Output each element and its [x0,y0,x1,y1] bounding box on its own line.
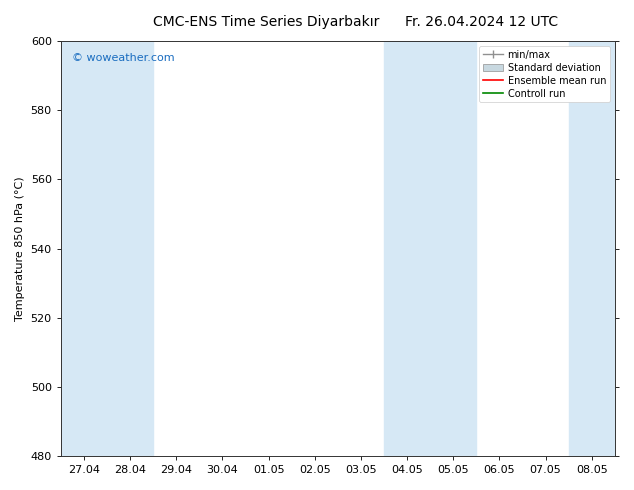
Text: Fr. 26.04.2024 12 UTC: Fr. 26.04.2024 12 UTC [405,15,559,29]
Y-axis label: Temperature 850 hPa (°C): Temperature 850 hPa (°C) [15,176,25,321]
Bar [107,41,153,456]
Text: © woweather.com: © woweather.com [72,53,174,64]
Legend: min/max, Standard deviation, Ensemble mean run, Controll run: min/max, Standard deviation, Ensemble me… [479,46,610,102]
Text: CMC-ENS Time Series Diyarbakır: CMC-ENS Time Series Diyarbakır [153,15,380,29]
Bar [569,41,615,456]
Bar [61,41,107,456]
Bar [384,41,430,456]
Bar [430,41,476,456]
